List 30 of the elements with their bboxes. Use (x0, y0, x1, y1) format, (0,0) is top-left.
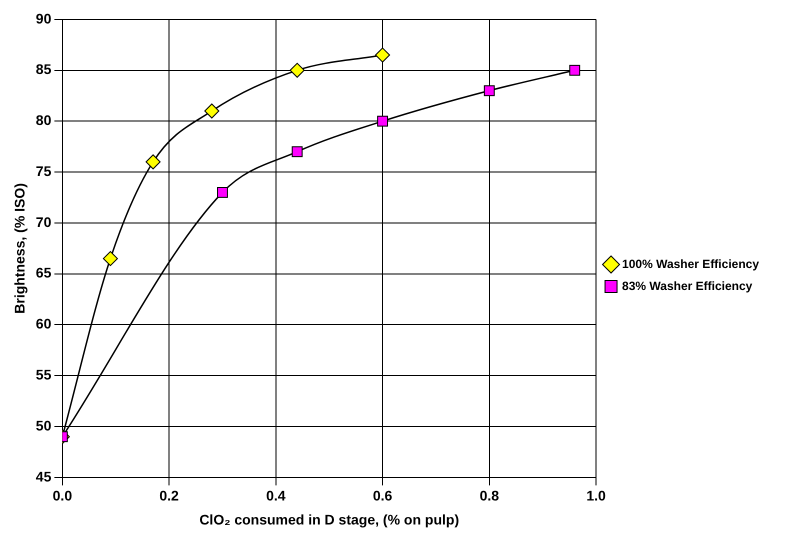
point (484, 85, 495, 96)
y-tick-label: 60 (36, 316, 52, 332)
point (292, 146, 303, 158)
legend-label: 100% Washer Efficiency (622, 256, 760, 271)
x-tick-label: 1.0 (586, 488, 606, 504)
y-tick-label: 50 (36, 417, 52, 434)
x-tick-label: 0.8 (480, 488, 500, 504)
point (146, 154, 161, 170)
point (377, 116, 388, 127)
y-tick-label: 70 (36, 214, 52, 230)
x-tick-label: 0.6 (372, 488, 393, 504)
x-tick-label: 0.2 (159, 488, 180, 504)
point (569, 64, 580, 76)
x-tick-label: 0.4 (266, 488, 286, 504)
y-tick-label: 55 (36, 366, 52, 382)
point (375, 48, 390, 63)
point (102, 251, 118, 266)
point (217, 186, 228, 198)
point (290, 62, 305, 78)
y-tick-label: 45 (36, 468, 52, 484)
y-tick-label: 65 (36, 264, 52, 281)
legend-label: 83% Washer Efficiency (622, 278, 753, 293)
x-axis-title: ClO₂ consumed in D stage, (% on pulp) (199, 511, 460, 528)
y-tick-label: 90 (36, 10, 52, 26)
x-tick-label: 0.0 (52, 488, 72, 504)
y-tick-label: 85 (36, 61, 52, 78)
y-tick-label: 75 (36, 162, 52, 179)
y-axis-title: Brightness, (% ISO) (11, 183, 28, 314)
y-tick-label: 80 (36, 112, 52, 128)
point (204, 104, 220, 118)
